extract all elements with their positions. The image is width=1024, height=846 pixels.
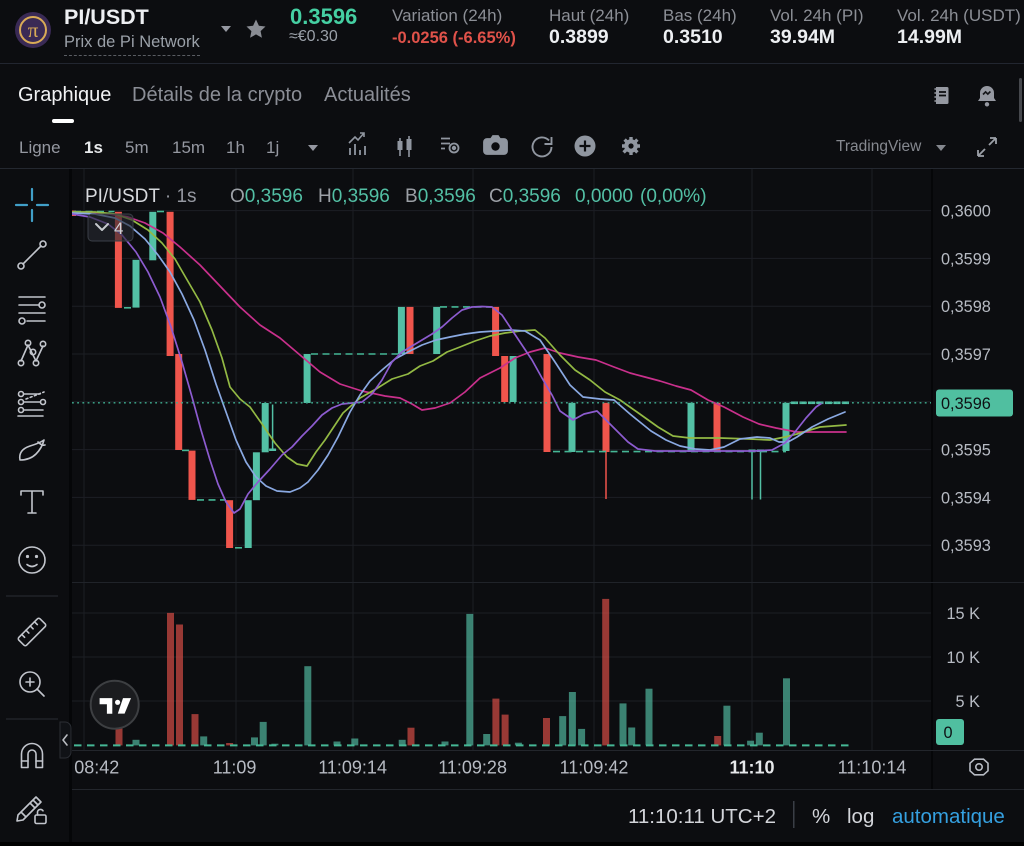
svg-text:11:09:28: 11:09:28: [438, 758, 507, 778]
svg-text:11:10:11 UTC+2: 11:10:11 UTC+2: [628, 805, 776, 828]
svg-text:5 K: 5 K: [956, 693, 981, 711]
svg-text:11:10:14: 11:10:14: [838, 758, 907, 778]
svg-text:π: π: [28, 18, 39, 42]
svg-text:11:09: 11:09: [213, 758, 257, 778]
svg-text:0,3593: 0,3593: [941, 537, 991, 555]
svg-text:11:10: 11:10: [729, 758, 774, 778]
svg-text:automatique: automatique: [892, 805, 1005, 828]
svg-text:0,3596: 0,3596: [941, 395, 991, 413]
svg-text:0,3598: 0,3598: [941, 298, 991, 316]
svg-text:10 K: 10 K: [947, 649, 981, 667]
svg-text:%: %: [812, 805, 830, 828]
svg-text:0,3600: 0,3600: [941, 203, 991, 221]
svg-text:11:09:42: 11:09:42: [560, 758, 629, 778]
svg-text:0: 0: [944, 724, 953, 742]
svg-text:11:09:14: 11:09:14: [318, 758, 387, 778]
svg-text:0,3594: 0,3594: [941, 489, 991, 507]
svg-text:4: 4: [114, 219, 123, 238]
svg-text:0,3599: 0,3599: [941, 250, 991, 268]
svg-text:0,3595: 0,3595: [941, 442, 991, 460]
svg-text:15 K: 15 K: [947, 605, 981, 623]
svg-text:log: log: [847, 805, 874, 828]
svg-text:0,3597: 0,3597: [941, 346, 991, 364]
svg-text:08:42: 08:42: [74, 758, 119, 778]
